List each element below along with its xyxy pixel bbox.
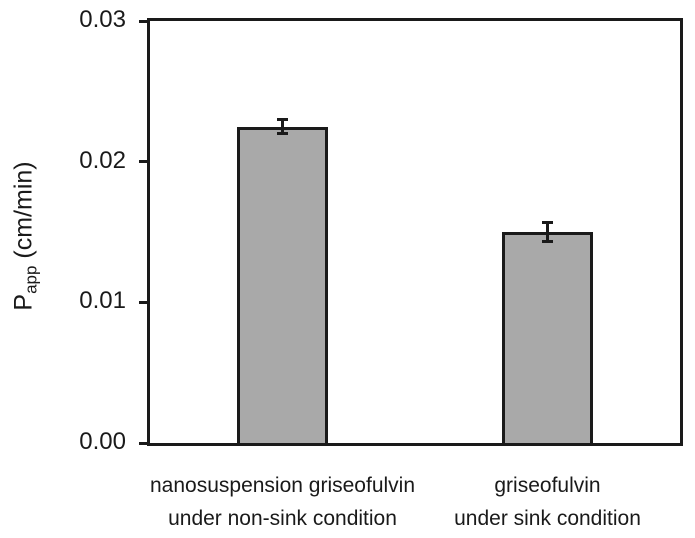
y-axis-title-main: P: [9, 293, 38, 311]
x-category-line-1: nanosuspension griseofulvin: [149, 474, 416, 497]
x-category-line-1: griseofulvin: [494, 474, 601, 497]
plot-area: [150, 21, 680, 443]
y-tick-mark: [139, 19, 149, 23]
y-tick-label: 0.02: [79, 146, 126, 174]
error-bar-griseofulvin: [541, 220, 554, 244]
bar-nanosuspension-griseofulvin: [237, 126, 328, 443]
bar-griseofulvin: [502, 232, 593, 443]
y-tick-mark: [139, 160, 149, 164]
error-bar-bottom-cap: [542, 240, 553, 244]
error-bar-bottom-cap: [277, 131, 288, 135]
y-tick-label: 0.03: [79, 5, 126, 33]
y-axis-title-subscript: app: [21, 265, 41, 294]
y-tick-mark: [139, 441, 149, 445]
y-axis-title: Papp (cm/min): [9, 161, 41, 311]
y-tick-label: 0.00: [79, 427, 126, 455]
x-category-line-2: under non-sink condition: [168, 507, 397, 530]
y-tick-mark: [139, 300, 149, 304]
y-tick-label: 0.01: [79, 287, 126, 315]
error-bar-line: [281, 118, 284, 135]
y-axis-title-units: (cm/min): [9, 161, 38, 266]
x-category-label-nanosuspension: nanosuspension griseofulvin under non-si…: [150, 469, 415, 535]
error-bar-nanosuspension-griseofulvin: [276, 118, 289, 135]
x-category-line-2: under sink condition: [454, 507, 641, 530]
x-category-label-griseofulvin: griseofulvin under sink condition: [454, 469, 641, 535]
error-bar-line: [546, 220, 549, 244]
